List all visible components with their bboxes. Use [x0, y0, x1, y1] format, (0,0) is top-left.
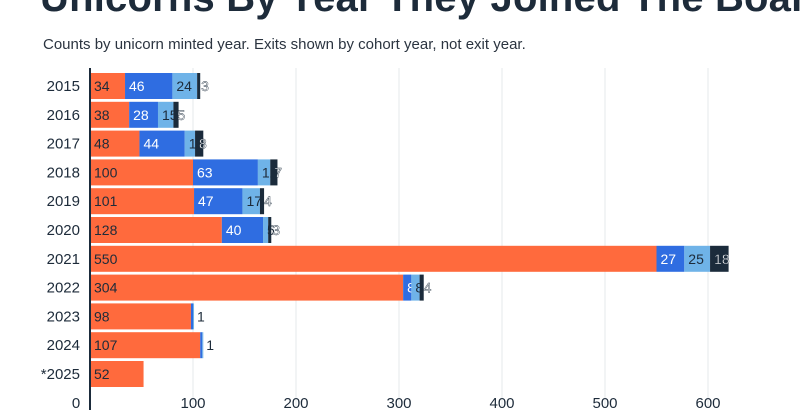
- data-label: 44: [143, 136, 159, 152]
- data-label: 8: [199, 136, 207, 152]
- bar-segment: [129, 101, 158, 128]
- data-label: 48: [94, 136, 110, 152]
- bar-segment: [90, 303, 191, 330]
- data-label: 2: [204, 337, 212, 353]
- data-label: 5: [177, 107, 185, 123]
- category-label: 2023: [47, 308, 80, 325]
- data-label: 47: [198, 193, 214, 209]
- bar-segment: [90, 130, 140, 157]
- bar-segment: [90, 101, 130, 128]
- bar-segment: [90, 361, 144, 387]
- data-label: 2: [195, 308, 203, 324]
- category-label: *2025: [41, 366, 80, 383]
- bar-segment: [403, 274, 412, 301]
- data-label: 3: [272, 222, 280, 238]
- category-label: 2015: [47, 78, 80, 95]
- bar-segment: [184, 130, 196, 157]
- bar-segment: [242, 188, 260, 215]
- bar-segment: [419, 274, 424, 301]
- category-label: 2018: [47, 164, 80, 181]
- bar-segment: [259, 188, 265, 215]
- x-tick-label: 600: [695, 395, 720, 412]
- data-label: 52: [94, 366, 110, 382]
- x-tick-label: 300: [386, 395, 411, 412]
- data-label: 17: [246, 193, 262, 209]
- data-label: 101: [94, 193, 118, 209]
- bar-segment: [270, 159, 278, 186]
- data-label: 8: [407, 280, 415, 296]
- category-label: 2020: [47, 222, 80, 239]
- bar-segment: [125, 73, 173, 99]
- bar-segment: [193, 159, 258, 186]
- data-label: 25: [688, 251, 704, 267]
- data-label: 46: [129, 78, 145, 94]
- bar-segment: [257, 159, 271, 186]
- data-label: 8: [415, 280, 423, 296]
- category-label: 2021: [47, 251, 80, 268]
- bar-segment: [90, 188, 195, 215]
- bar-segment: [90, 73, 126, 99]
- data-label: 28: [133, 107, 149, 123]
- bar-segment: [90, 245, 657, 272]
- data-label: 1: [197, 308, 205, 324]
- data-label: 63: [197, 164, 213, 180]
- bar-segment: [139, 130, 185, 157]
- data-label: 550: [94, 251, 118, 267]
- bar-segment: [90, 332, 201, 359]
- bar-segment: [195, 130, 204, 157]
- bar-segment: [710, 245, 729, 272]
- bar-segment: [684, 245, 711, 272]
- data-label: 38: [94, 107, 110, 123]
- data-label: 4: [424, 280, 432, 296]
- x-tick-label: 100: [180, 395, 205, 412]
- bar-segment: [194, 188, 243, 215]
- data-label: 3: [201, 78, 209, 94]
- bar-segment: [263, 217, 269, 243]
- bar-segment: [90, 159, 193, 186]
- data-label: 107: [94, 337, 118, 353]
- chart-title: Unicorns By Year They Joined The Board: [40, 0, 800, 21]
- bar-segment: [190, 303, 193, 330]
- bar-segment: [157, 101, 174, 128]
- data-label: 98: [94, 308, 110, 324]
- bar-segment: [200, 332, 203, 359]
- bar-segment: [90, 217, 222, 243]
- bar-segment: [172, 73, 198, 99]
- x-tick-label: 400: [489, 395, 514, 412]
- bar-segment: [197, 73, 201, 99]
- bar-segment: [173, 101, 179, 128]
- category-label: 2022: [47, 280, 80, 297]
- data-label: 40: [226, 222, 242, 238]
- data-label: 7: [274, 164, 282, 180]
- bar-segment: [268, 217, 272, 243]
- data-label: 4: [264, 193, 272, 209]
- data-label: 100: [94, 164, 118, 180]
- x-tick-label: 500: [592, 395, 617, 412]
- bar-segment: [411, 274, 420, 301]
- data-label: 304: [94, 280, 118, 296]
- bar-segment: [221, 217, 264, 243]
- data-label: 34: [94, 78, 110, 94]
- bar-segment: [656, 245, 685, 272]
- category-label: 2017: [47, 136, 80, 153]
- data-label: 24: [176, 78, 192, 94]
- data-label: 18: [714, 251, 730, 267]
- data-label: 128: [94, 222, 118, 238]
- x-tick-label: 0: [72, 395, 80, 412]
- category-label: 2019: [47, 193, 80, 210]
- bar-segment: [202, 332, 204, 359]
- bar-segment: [90, 274, 404, 301]
- x-tick-label: 200: [283, 395, 308, 412]
- category-label: 2016: [47, 107, 80, 124]
- category-label: 2024: [47, 337, 80, 354]
- chart-subtitle: Counts by unicorn minted year. Exits sho…: [43, 36, 526, 53]
- data-label: 1: [206, 337, 214, 353]
- bar-segment: [193, 303, 195, 330]
- data-label: 27: [661, 251, 677, 267]
